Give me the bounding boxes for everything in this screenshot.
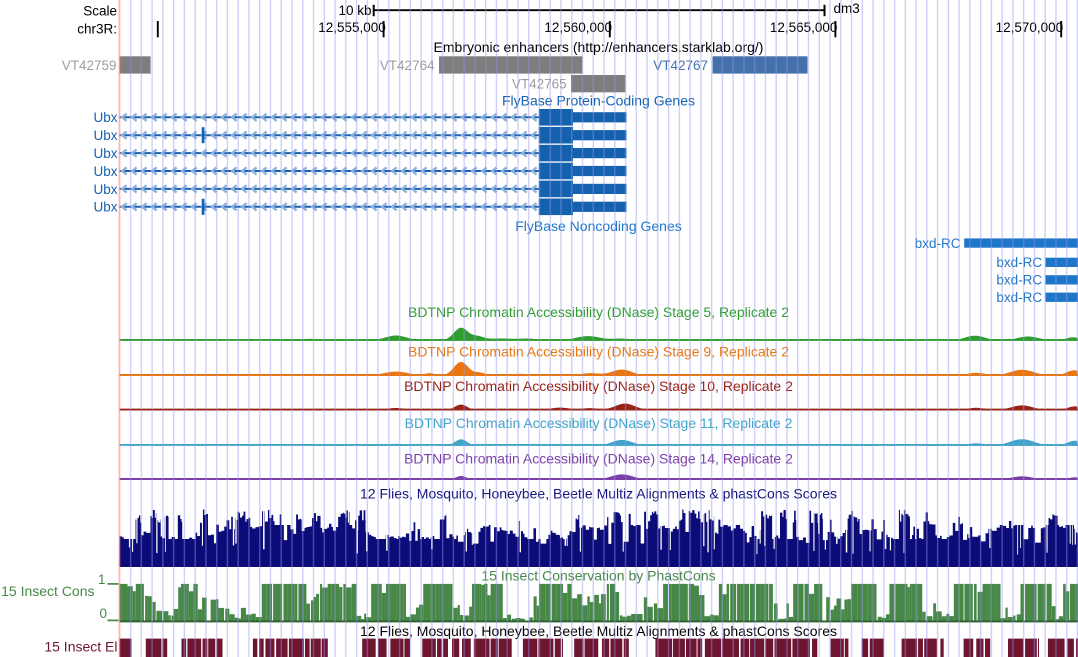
- svg-text:12,555,000: 12,555,000: [318, 20, 386, 35]
- svg-text:VT42767: VT42767: [653, 58, 708, 73]
- svg-text:Ubx: Ubx: [93, 164, 117, 179]
- svg-text:Embryonic enhancers (http://en: Embryonic enhancers (http://enhancers.st…: [434, 39, 764, 55]
- svg-text:FlyBase Protein-Coding Genes: FlyBase Protein-Coding Genes: [502, 92, 695, 108]
- svg-text:0: 0: [99, 606, 107, 621]
- svg-text:BDTNP Chromatin Accessibility: BDTNP Chromatin Accessibility (DNase) St…: [405, 415, 793, 431]
- svg-text:Ubx: Ubx: [93, 128, 117, 143]
- svg-text:BDTNP Chromatin Accessibility: BDTNP Chromatin Accessibility (DNase) St…: [408, 344, 789, 360]
- svg-text:BDTNP Chromatin Accessibility: BDTNP Chromatin Accessibility (DNase) St…: [408, 304, 789, 320]
- svg-text:VT42765: VT42765: [512, 77, 567, 92]
- svg-text:15 Insect Cons: 15 Insect Cons: [1, 583, 94, 599]
- svg-text:chr3R:: chr3R:: [77, 21, 117, 36]
- svg-text:bxd-RC: bxd-RC: [915, 236, 961, 251]
- svg-text:10 kb: 10 kb: [338, 3, 371, 18]
- svg-text:Scale: Scale: [83, 3, 117, 18]
- svg-text:dm3: dm3: [834, 1, 860, 16]
- svg-text:12,565,000: 12,565,000: [770, 20, 838, 35]
- svg-text:VT42759: VT42759: [62, 58, 117, 73]
- svg-text:15 Insect El: 15 Insect El: [44, 639, 117, 655]
- svg-text:Ubx: Ubx: [93, 146, 117, 161]
- svg-text:Ubx: Ubx: [93, 200, 117, 215]
- svg-text:12,570,000: 12,570,000: [996, 20, 1064, 35]
- svg-text:12 Flies, Mosquito, Honeybee,: 12 Flies, Mosquito, Honeybee, Beetle Mul…: [360, 623, 837, 639]
- svg-text:Ubx: Ubx: [93, 110, 117, 125]
- svg-text:15 Insect Conservation by Phas: 15 Insect Conservation by PhastCons: [481, 568, 715, 584]
- svg-text:bxd-RC: bxd-RC: [996, 290, 1042, 305]
- svg-text:BDTNP Chromatin Accessibility: BDTNP Chromatin Accessibility (DNase) St…: [404, 451, 793, 467]
- svg-text:FlyBase Noncoding Genes: FlyBase Noncoding Genes: [515, 218, 682, 234]
- svg-text:BDTNP Chromatin Accessibility: BDTNP Chromatin Accessibility (DNase) St…: [404, 378, 793, 394]
- svg-text:bxd-RC: bxd-RC: [996, 255, 1042, 270]
- svg-text:12,560,000: 12,560,000: [544, 20, 612, 35]
- svg-text:12 Flies, Mosquito, Honeybee,: 12 Flies, Mosquito, Honeybee, Beetle Mul…: [360, 486, 837, 502]
- svg-text:VT42764: VT42764: [380, 58, 435, 73]
- svg-text:Ubx: Ubx: [93, 182, 117, 197]
- svg-text:1: 1: [98, 572, 106, 587]
- svg-text:bxd-RC: bxd-RC: [996, 273, 1042, 288]
